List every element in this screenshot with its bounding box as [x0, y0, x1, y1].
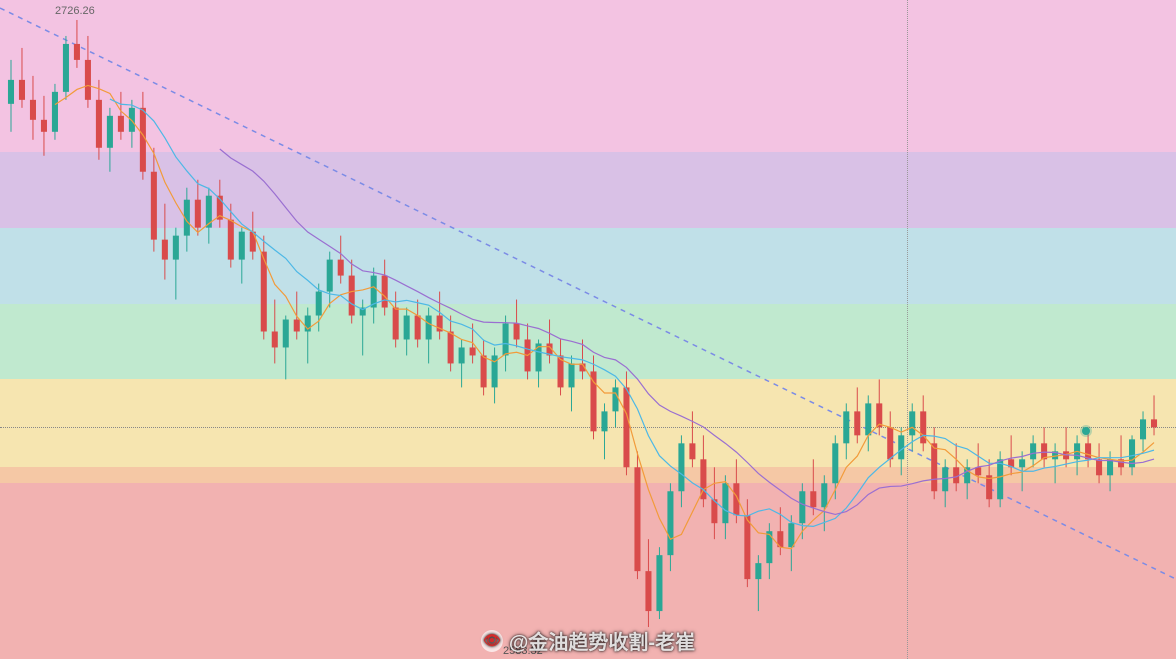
- candle-body: [85, 60, 91, 100]
- candle-body: [755, 563, 761, 579]
- candle-body: [645, 571, 651, 611]
- candle-body: [601, 411, 607, 431]
- candle-body: [568, 363, 574, 387]
- candle-body: [173, 236, 179, 260]
- candle-body: [503, 324, 509, 356]
- candle-body: [63, 44, 69, 92]
- candle-body: [481, 355, 487, 387]
- candle-body: [426, 316, 432, 340]
- candle-body: [470, 347, 476, 355]
- candle-body: [393, 308, 399, 340]
- candle-body: [942, 467, 948, 491]
- candle-body: [327, 260, 333, 292]
- candle-body: [52, 92, 58, 132]
- candle-body: [590, 371, 596, 431]
- candle-body: [1151, 419, 1157, 427]
- candle-body: [338, 260, 344, 276]
- candle-body: [349, 276, 355, 316]
- candle-body: [1096, 459, 1102, 475]
- candle-body: [30, 100, 36, 120]
- candle-body: [931, 443, 937, 491]
- candle-body: [1107, 459, 1113, 475]
- candle-body: [250, 232, 256, 252]
- candle-body: [667, 491, 673, 555]
- candles-layer: [0, 0, 1176, 659]
- candle-body: [689, 443, 695, 459]
- candle-body: [151, 172, 157, 240]
- candle-body: [118, 116, 124, 132]
- candle-body: [1140, 419, 1146, 439]
- candle-body: [107, 116, 113, 148]
- candle-body: [744, 515, 750, 579]
- candle-body: [623, 387, 629, 467]
- candle-body: [634, 467, 640, 571]
- watermark: 👁 @金油趋势收割-老崔: [481, 626, 695, 655]
- candle-body: [854, 411, 860, 435]
- candle-body: [74, 44, 80, 60]
- candle-body: [997, 459, 1003, 499]
- candle-body: [514, 324, 520, 340]
- candle-body: [283, 320, 289, 348]
- candle-body: [612, 387, 618, 411]
- candle-body: [8, 80, 14, 104]
- candle-body: [788, 523, 794, 547]
- candlestick-chart[interactable]: 2726.26 2583.32 👁 @金油趋势收割-老崔: [0, 0, 1176, 659]
- candle-body: [975, 467, 981, 475]
- candle-body: [459, 347, 465, 363]
- candle-body: [41, 120, 47, 132]
- candle-body: [678, 443, 684, 491]
- candle-body: [448, 331, 454, 363]
- candle-body: [129, 108, 135, 132]
- candle-body: [96, 100, 102, 148]
- candle-body: [865, 403, 871, 435]
- candle-body: [887, 427, 893, 459]
- candle-body: [162, 240, 168, 260]
- candle-body: [821, 483, 827, 507]
- candle-body: [239, 232, 245, 260]
- candle-body: [843, 411, 849, 443]
- candle-body: [19, 80, 25, 100]
- candle-body: [909, 411, 915, 435]
- candle-body: [799, 491, 805, 523]
- candle-body: [810, 491, 816, 507]
- candle-body: [195, 200, 201, 228]
- candle-body: [382, 276, 388, 308]
- candle-body: [272, 331, 278, 347]
- candle-body: [415, 316, 421, 340]
- candle-body: [898, 435, 904, 459]
- watermark-text: @金油趋势收割-老崔: [509, 626, 695, 655]
- candle-body: [294, 320, 300, 332]
- candle-body: [656, 555, 662, 611]
- candle-body: [404, 316, 410, 340]
- candle-body: [228, 220, 234, 260]
- candle-body: [1019, 459, 1025, 467]
- candle-body: [1085, 443, 1091, 459]
- candle-body: [832, 443, 838, 483]
- candle-body: [722, 483, 728, 523]
- candle-body: [316, 292, 322, 316]
- candle-body: [140, 108, 146, 172]
- weibo-icon: 👁: [481, 630, 503, 652]
- high-price-label: 2726.26: [52, 4, 98, 18]
- candle-body: [1030, 443, 1036, 459]
